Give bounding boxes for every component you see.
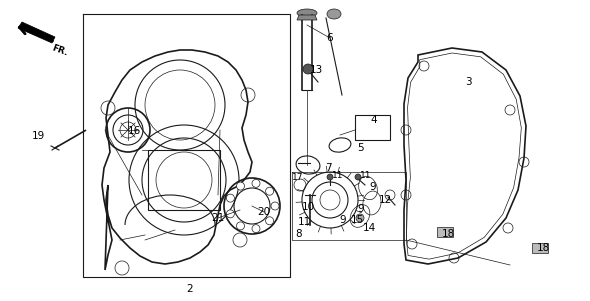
Circle shape (237, 222, 244, 230)
Text: FR.: FR. (50, 43, 68, 57)
Text: 7: 7 (324, 163, 332, 173)
Text: 18: 18 (536, 243, 550, 253)
Text: 5: 5 (357, 143, 363, 153)
Text: 9: 9 (370, 182, 376, 192)
Circle shape (266, 187, 274, 195)
Circle shape (237, 182, 244, 190)
Text: 12: 12 (378, 195, 392, 205)
Text: 11: 11 (297, 217, 310, 227)
Text: 3: 3 (465, 77, 471, 87)
Text: 13: 13 (309, 65, 323, 75)
Polygon shape (297, 15, 317, 20)
Circle shape (303, 64, 313, 74)
Circle shape (266, 217, 274, 225)
Text: 11: 11 (332, 170, 344, 179)
Text: 4: 4 (371, 115, 378, 125)
Polygon shape (532, 243, 548, 253)
Text: 17: 17 (292, 173, 304, 182)
Circle shape (327, 174, 333, 180)
Polygon shape (437, 227, 453, 237)
Circle shape (227, 210, 234, 218)
Text: 9: 9 (340, 215, 346, 225)
Ellipse shape (327, 9, 341, 19)
Text: 16: 16 (127, 126, 140, 136)
Circle shape (227, 194, 234, 202)
Text: 11: 11 (360, 170, 372, 179)
Ellipse shape (297, 9, 317, 17)
Polygon shape (18, 22, 55, 43)
Circle shape (355, 174, 361, 180)
Text: 15: 15 (350, 215, 363, 225)
Text: 18: 18 (441, 229, 455, 239)
Circle shape (356, 214, 364, 222)
Text: 9: 9 (358, 204, 364, 214)
Circle shape (271, 202, 279, 210)
Text: 21: 21 (211, 213, 225, 223)
Text: 19: 19 (31, 131, 45, 141)
Text: 20: 20 (257, 207, 271, 217)
Circle shape (252, 179, 260, 187)
Circle shape (252, 225, 260, 233)
Text: 8: 8 (296, 229, 302, 239)
Text: 2: 2 (186, 284, 194, 294)
Text: 6: 6 (327, 33, 333, 43)
Text: 14: 14 (362, 223, 376, 233)
Text: 10: 10 (301, 202, 314, 212)
